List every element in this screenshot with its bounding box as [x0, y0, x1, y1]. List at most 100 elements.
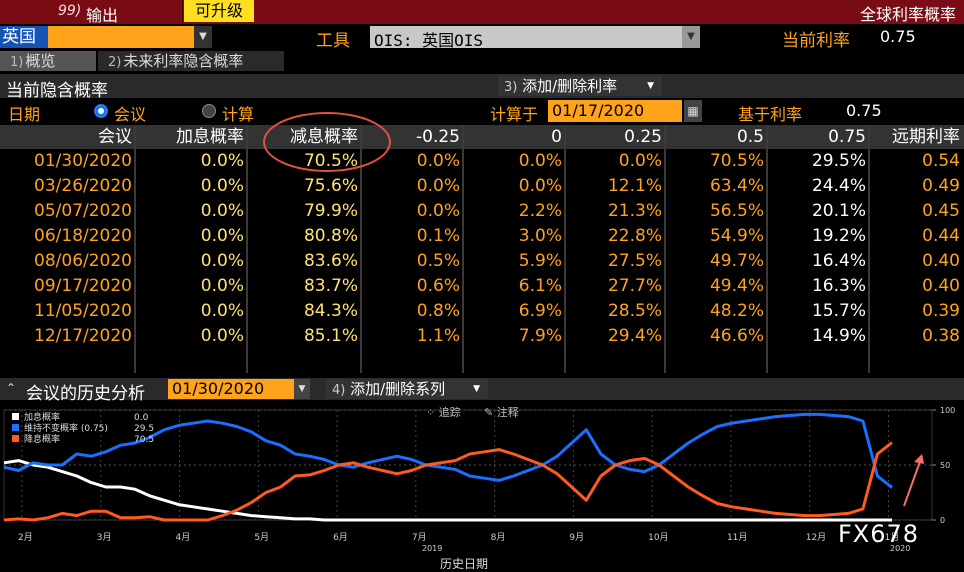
y-tick-label: 0 [940, 516, 945, 525]
table-cell: 83.7% [303, 276, 358, 296]
table-cell: 0.0% [200, 301, 244, 321]
radio-calc[interactable] [202, 104, 216, 118]
meeting-date-cell[interactable]: 05/07/2020 [34, 201, 132, 221]
radio-meeting[interactable] [94, 104, 108, 118]
table-cell: 6.1% [518, 276, 562, 296]
chevron-down-icon[interactable]: ▼ [294, 379, 310, 399]
calendar-icon[interactable]: ▦ [684, 100, 702, 122]
table-cell: 15.7% [811, 301, 866, 321]
table-cell: 0.39 [922, 301, 960, 321]
chevron-down-icon[interactable]: ▼ [194, 26, 212, 48]
output-menu-button[interactable]: 99) 输出 [0, 0, 183, 25]
table-cell: 29.5% [811, 151, 866, 171]
calc-date-input[interactable]: 01/17/2020 [548, 100, 682, 122]
hdr-rate-025[interactable]: 0.25 [624, 127, 662, 147]
table-cell: 16.3% [811, 276, 866, 296]
table-cell: 79.9% [303, 201, 358, 221]
country-select[interactable]: 英国 ▼ [0, 26, 212, 48]
add-remove-rate-button[interactable]: 3) 添加/删除利率 ▼ [498, 76, 662, 96]
x-tick-label: 7月 [412, 532, 427, 543]
meeting-date-cell[interactable]: 08/06/2020 [34, 251, 132, 271]
table-cell: 84.3% [303, 301, 358, 321]
track-button[interactable]: ⁘ 追踪 [426, 405, 461, 419]
table-cell: 19.2% [811, 226, 866, 246]
hdr-rate-05[interactable]: 0.5 [736, 127, 764, 147]
table-cell: 0.0% [416, 201, 460, 221]
radio-meeting-label: 会议 [114, 105, 147, 124]
annotate-button[interactable]: ✎ 注释 [484, 405, 519, 419]
radio-calc-label: 计算 [222, 105, 255, 124]
x-tick-label: 4月 [176, 532, 191, 543]
x-axis-label: 历史日期 [440, 557, 488, 571]
history-date-input[interactable]: 01/30/2020 [168, 379, 294, 399]
table-cell: 0.40 [922, 276, 960, 296]
hdr-hike-prob[interactable]: 加息概率 [176, 127, 244, 147]
legend-value: 29.5 [134, 424, 154, 434]
tab-label: 未来利率隐含概率 [123, 52, 244, 70]
table-cell: 22.8% [607, 226, 662, 246]
section-header [0, 74, 964, 98]
meeting-date-cell[interactable]: 06/18/2020 [34, 226, 132, 246]
meeting-date-cell[interactable]: 09/17/2020 [34, 276, 132, 296]
table-cell: 0.0% [200, 226, 244, 246]
hdr-rate-0[interactable]: 0 [551, 127, 562, 147]
table-cell: 14.9% [811, 326, 866, 346]
meeting-date-cell[interactable]: 11/05/2020 [34, 301, 132, 321]
add-remove-series-button[interactable]: 4) 添加/删除系列 ▼ [326, 379, 488, 399]
table-cell: 48.2% [709, 301, 764, 321]
table-cell: 27.5% [607, 251, 662, 271]
table-cell: 0.0% [518, 176, 562, 196]
legend-swatch [12, 424, 19, 431]
hdr-forward-rate[interactable]: 远期利率 [892, 127, 960, 147]
hdr-rate-075[interactable]: 0.75 [828, 127, 866, 147]
chevron-down-icon[interactable]: ▼ [682, 26, 700, 48]
table-cell: 12.1% [607, 176, 662, 196]
tab-future-implied[interactable]: 2) 未来利率隐含概率 [98, 51, 284, 71]
table-cell: 28.5% [607, 301, 662, 321]
hdr-meeting[interactable]: 会议 [98, 127, 132, 147]
table-header [0, 125, 964, 149]
annotation-arrowhead [914, 454, 924, 464]
legend-swatch [12, 413, 19, 420]
table-cell: 54.9% [709, 226, 764, 246]
chevron-down-icon: ▼ [473, 384, 480, 394]
country-value: 英国 [0, 26, 48, 48]
base-rate-label: 基于利率 [738, 105, 803, 124]
table-cell: 7.9% [518, 326, 562, 346]
year-label: 2020 [890, 544, 910, 553]
date-label: 日期 [8, 105, 41, 124]
highlight-circle [263, 112, 391, 172]
series-line-0 [3, 459, 892, 522]
current-rate-value: 0.75 [880, 27, 916, 46]
meeting-date-cell[interactable]: 12/17/2020 [34, 326, 132, 346]
tool-label: 工具 [316, 31, 350, 51]
table-cell: 0.0% [618, 151, 662, 171]
history-chart: 2月 3月 4月 5月 6月 7月 8月 9月 10月 11月 12月 1月 2019 2020 历史日期 1… [3, 405, 955, 571]
legend-value: 70.5 [134, 435, 154, 445]
meeting-date-cell[interactable]: 03/26/2020 [34, 176, 132, 196]
table-cell: 1.1% [416, 326, 460, 346]
tab-overview[interactable]: 1) 概览 [0, 51, 96, 71]
x-tick-label: 5月 [254, 532, 269, 543]
table-cell: 0.0% [200, 251, 244, 271]
table-cell: 56.5% [709, 201, 764, 221]
chevron-down-icon: ▼ [647, 81, 654, 91]
hdr-rate-m025[interactable]: -0.25 [416, 127, 460, 147]
column-divider [134, 125, 136, 373]
table-cell: 16.4% [811, 251, 866, 271]
collapse-icon[interactable]: ⌃ [6, 381, 17, 395]
tool-select[interactable]: OIS: 英国OIS ▼ [370, 26, 700, 50]
table-cell: 70.5% [709, 151, 764, 171]
window-title: 全球利率概率 [859, 5, 956, 24]
table-cell: 0.0% [200, 151, 244, 171]
meeting-date-cell[interactable]: 01/30/2020 [34, 151, 132, 171]
table-cell: 24.4% [811, 176, 866, 196]
current-rate-label: 当前利率 [782, 31, 850, 51]
x-tick-label: 1月 [884, 532, 899, 543]
y-tick-label: 100 [940, 406, 955, 415]
legend-label: 维持不变概率 (0.75) [24, 422, 108, 434]
column-divider [664, 125, 666, 373]
upgrade-badge[interactable]: 可升级 [184, 0, 254, 22]
column-divider [462, 125, 464, 373]
output-menu-label: 输出 [86, 6, 119, 25]
